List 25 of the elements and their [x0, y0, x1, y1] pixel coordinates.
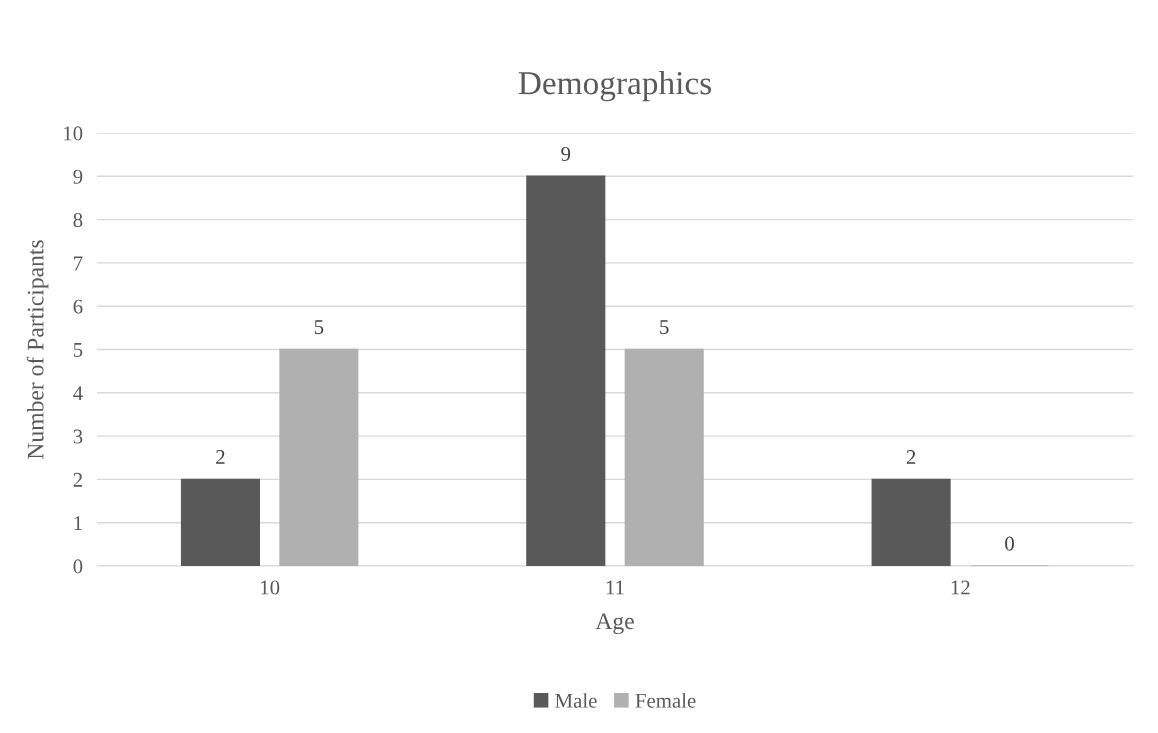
- x-tick-label: 12: [951, 580, 970, 595]
- y-tick-label: 10: [64, 126, 83, 141]
- x-tick-label: 11: [606, 580, 624, 595]
- y-tick-label: 4: [73, 386, 83, 401]
- y-tick-label: 8: [73, 212, 83, 228]
- x-axis-title: Age: [595, 613, 634, 635]
- chart-title: Demographics: [518, 70, 711, 102]
- y-tick-label: 3: [73, 429, 83, 444]
- data-label: 9: [561, 146, 571, 161]
- data-label: 0: [1005, 536, 1014, 551]
- data-label: 2: [216, 450, 225, 464]
- y-tick-label: 5: [73, 343, 83, 357]
- data-label: 5: [314, 320, 324, 335]
- data-label: 2: [906, 450, 916, 464]
- y-tick-label: 2: [73, 472, 82, 487]
- legend-label: Female: [635, 693, 696, 708]
- y-axis-title: Number of Participants: [26, 240, 49, 459]
- y-tick-label: 6: [73, 299, 83, 314]
- y-tick-label: 9: [73, 169, 83, 184]
- y-tick-label: 1: [74, 516, 82, 530]
- y-tick-label: 7: [74, 256, 83, 271]
- x-tick-label: 10: [261, 580, 280, 595]
- data-label: 5: [660, 320, 669, 335]
- y-tick-label: 0: [73, 559, 83, 574]
- legend-label: Male: [555, 693, 597, 708]
